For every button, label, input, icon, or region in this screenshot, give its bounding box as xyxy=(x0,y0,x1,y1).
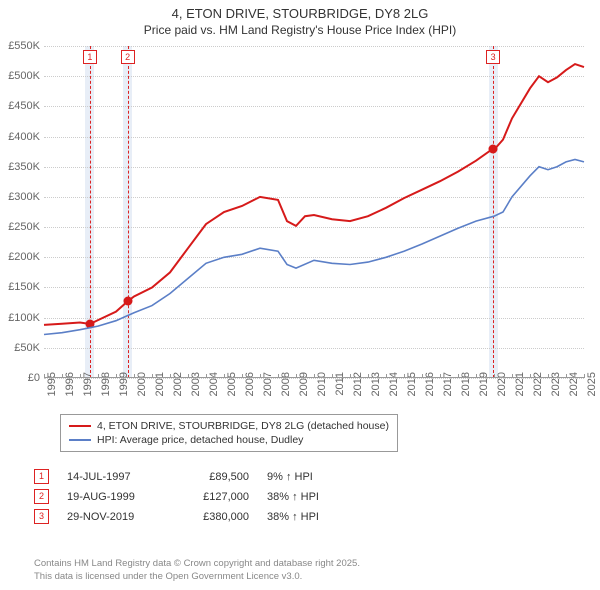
event-row: 2 19-AUG-1999 £127,000 38% ↑ HPI xyxy=(34,489,339,504)
page-subtitle: Price paid vs. HM Land Registry's House … xyxy=(0,23,600,37)
event-date: 19-AUG-1999 xyxy=(67,491,159,503)
price-chart: £0£50K£100K£150K£200K£250K£300K£350K£400… xyxy=(44,46,584,378)
sale-events-table: 1 14-JUL-1997 £89,500 9% ↑ HPI 2 19-AUG-1999 £… xyxy=(34,464,339,529)
footer-line: Contains HM Land Registry data © Crown c… xyxy=(34,558,360,571)
event-num: 1 xyxy=(34,469,49,484)
event-change: 9% ↑ HPI xyxy=(267,471,339,483)
y-tick-label: £200K xyxy=(2,251,40,263)
event-price: £89,500 xyxy=(177,471,249,483)
legend-label: HPI: Average price, detached house, Dudl… xyxy=(97,434,303,446)
event-num: 2 xyxy=(34,489,49,504)
event-price: £380,000 xyxy=(177,511,249,523)
y-tick-label: £150K xyxy=(2,281,40,293)
series-line xyxy=(44,160,584,335)
y-tick-label: £350K xyxy=(2,161,40,173)
y-tick-label: £400K xyxy=(2,131,40,143)
event-date: 14-JUL-1997 xyxy=(67,471,159,483)
legend-row: HPI: Average price, detached house, Dudl… xyxy=(69,433,389,447)
legend: 4, ETON DRIVE, STOURBRIDGE, DY8 2LG (det… xyxy=(60,414,398,452)
y-tick-label: £300K xyxy=(2,191,40,203)
event-date: 29-NOV-2019 xyxy=(67,511,159,523)
event-price: £127,000 xyxy=(177,491,249,503)
legend-row: 4, ETON DRIVE, STOURBRIDGE, DY8 2LG (det… xyxy=(69,419,389,433)
y-tick-label: £0 xyxy=(2,372,40,384)
y-tick-label: £50K xyxy=(2,342,40,354)
legend-swatch xyxy=(69,439,91,441)
page-title: 4, ETON DRIVE, STOURBRIDGE, DY8 2LG xyxy=(0,6,600,21)
event-num: 3 xyxy=(34,509,49,524)
x-tick-label: 2025 xyxy=(586,372,598,396)
event-row: 1 14-JUL-1997 £89,500 9% ↑ HPI xyxy=(34,469,339,484)
series-line xyxy=(44,64,584,325)
y-tick-label: £500K xyxy=(2,70,40,82)
x-axis xyxy=(44,377,584,378)
event-change: 38% ↑ HPI xyxy=(267,491,339,503)
footer-attribution: Contains HM Land Registry data © Crown c… xyxy=(34,558,360,584)
y-tick-label: £100K xyxy=(2,312,40,324)
legend-label: 4, ETON DRIVE, STOURBRIDGE, DY8 2LG (det… xyxy=(97,420,389,432)
footer-line: This data is licensed under the Open Gov… xyxy=(34,571,360,584)
y-tick-label: £550K xyxy=(2,40,40,52)
event-row: 3 29-NOV-2019 £380,000 38% ↑ HPI xyxy=(34,509,339,524)
legend-swatch xyxy=(69,425,91,427)
y-tick-label: £450K xyxy=(2,100,40,112)
y-tick-label: £250K xyxy=(2,221,40,233)
event-change: 38% ↑ HPI xyxy=(267,511,339,523)
